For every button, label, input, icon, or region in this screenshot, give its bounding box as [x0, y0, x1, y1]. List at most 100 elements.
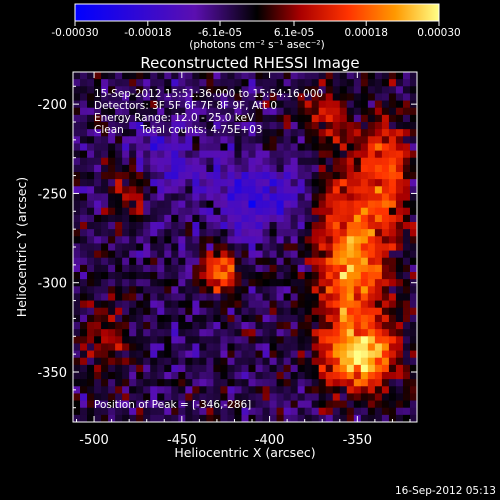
- heatmap-cell: [297, 136, 306, 144]
- heatmap-cell: [185, 179, 193, 187]
- heatmap-cell: [136, 122, 144, 130]
- heatmap-cell: [157, 307, 165, 316]
- heatmap-cell: [346, 79, 355, 87]
- heatmap-cell: [395, 93, 404, 101]
- heatmap-cell: [164, 172, 172, 180]
- heatmap-cell: [129, 400, 137, 409]
- heatmap-cell: [367, 379, 376, 387]
- heatmap-cell: [227, 207, 235, 216]
- heatmap-cell: [192, 136, 200, 144]
- heatmap-cell: [332, 343, 341, 351]
- heatmap-cell: [108, 307, 116, 316]
- heatmap-cell: [73, 372, 81, 380]
- heatmap-cell: [360, 186, 369, 194]
- heatmap-cell: [192, 214, 200, 223]
- heatmap-cell: [73, 157, 81, 166]
- heatmap-cell: [248, 329, 256, 337]
- heatmap-cell: [164, 279, 172, 287]
- heatmap-cell: [227, 172, 235, 180]
- heatmap-cell: [269, 222, 277, 230]
- heatmap-cell: [339, 79, 348, 87]
- heatmap-cell: [234, 343, 242, 351]
- heatmap-cell: [311, 172, 320, 180]
- heatmap-cell: [318, 86, 327, 94]
- heatmap-cell: [325, 129, 334, 137]
- heatmap-cell: [381, 279, 390, 287]
- heatmap-cell: [115, 179, 123, 187]
- heatmap-cell: [213, 179, 221, 187]
- heatmap-cell: [311, 407, 320, 416]
- heatmap-cell: [248, 286, 256, 294]
- heatmap-cell: [129, 143, 137, 151]
- heatmap-cell: [360, 257, 369, 266]
- heatmap-cell: [220, 350, 228, 359]
- heatmap-cell: [143, 164, 151, 173]
- heatmap-cell: [192, 79, 200, 87]
- heatmap-cell: [367, 136, 376, 144]
- heatmap-cell: [332, 229, 341, 237]
- heatmap-cell: [353, 193, 362, 201]
- heatmap-cell: [311, 257, 320, 266]
- heatmap-cell: [395, 229, 404, 237]
- heatmap-cell: [276, 250, 285, 259]
- heatmap-cell: [227, 136, 235, 144]
- heatmap-cell: [178, 93, 186, 101]
- y-tick-label: -350: [37, 366, 67, 381]
- heatmap-cell: [339, 214, 348, 223]
- heatmap-cell: [192, 172, 200, 180]
- heatmap-cell: [353, 257, 362, 266]
- heatmap-cell: [325, 414, 334, 422]
- heatmap-cell: [206, 164, 214, 173]
- heatmap-cell: [325, 364, 334, 373]
- heatmap-cell: [220, 79, 228, 87]
- heatmap-cell: [402, 157, 411, 166]
- heatmap-cell: [185, 129, 193, 137]
- heatmap-cell: [87, 86, 95, 94]
- heatmap-cell: [206, 93, 214, 101]
- heatmap-cell: [108, 336, 116, 344]
- heatmap-cell: [101, 322, 109, 330]
- heatmap-cell: [157, 343, 165, 351]
- heatmap-cell: [367, 150, 376, 159]
- heatmap-cell: [360, 229, 369, 237]
- heatmap-cell: [248, 293, 256, 301]
- heatmap-cell: [241, 414, 249, 422]
- heatmap-cell: [262, 186, 270, 194]
- heatmap-cell: [94, 136, 102, 144]
- heatmap-cell: [80, 322, 88, 330]
- heatmap-cell: [402, 136, 411, 144]
- heatmap-cell: [402, 322, 411, 330]
- heatmap-cell: [241, 407, 249, 416]
- heatmap-cell: [206, 222, 214, 230]
- heatmap-cell: [192, 107, 200, 116]
- heatmap-cell: [136, 307, 144, 316]
- heatmap-cell: [283, 372, 292, 380]
- heatmap-cell: [150, 350, 158, 359]
- heatmap-cell: [185, 86, 193, 94]
- heatmap-cell: [220, 200, 228, 209]
- heatmap-cell: [332, 129, 341, 137]
- heatmap-cell: [185, 314, 193, 323]
- heatmap-cell: [164, 393, 172, 401]
- heatmap-cell: [255, 286, 263, 294]
- heatmap-cell: [136, 200, 144, 209]
- heatmap-cell: [206, 186, 214, 194]
- heatmap-cell: [101, 107, 109, 116]
- heatmap-cell: [262, 136, 270, 144]
- heatmap-cell: [115, 107, 123, 116]
- heatmap-cell: [276, 343, 285, 351]
- heatmap-cell: [108, 286, 116, 294]
- heatmap-cell: [87, 307, 95, 316]
- heatmap-cell: [185, 214, 193, 223]
- heatmap-cell: [374, 357, 383, 366]
- heatmap-cell: [199, 379, 207, 387]
- heatmap-cell: [122, 357, 130, 366]
- heatmap-cell: [332, 257, 341, 266]
- heatmap-cell: [171, 136, 179, 144]
- heatmap-cell: [171, 214, 179, 223]
- heatmap-cell: [192, 250, 200, 259]
- heatmap-cell: [80, 264, 88, 273]
- heatmap-cell: [157, 350, 165, 359]
- heatmap-cell: [164, 164, 172, 173]
- heatmap-cell: [304, 414, 313, 422]
